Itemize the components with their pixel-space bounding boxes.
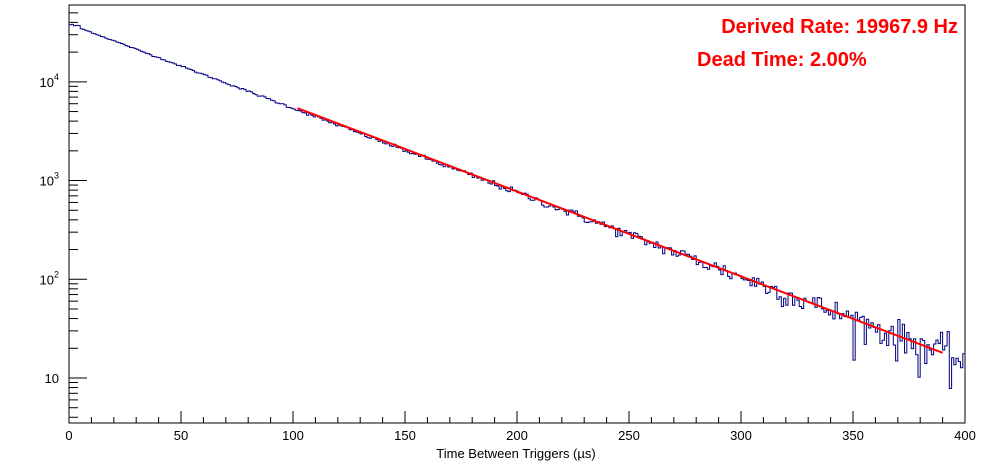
x-tick-label: 100 <box>282 428 304 443</box>
x-axis-tick-labels: 0 50 100 150 200 250 300 350 400 <box>65 428 975 443</box>
derived-rate-annotation: Derived Rate: 19967.9 Hz <box>721 16 958 38</box>
x-axis-ticks <box>68 411 966 423</box>
x-tick-label: 50 <box>174 428 188 443</box>
y-tick-label: 103 <box>40 171 59 189</box>
y-axis-ticks <box>69 4 87 418</box>
x-tick-label: 150 <box>394 428 416 443</box>
x-tick-label: 400 <box>954 428 976 443</box>
histogram-series <box>69 23 965 389</box>
x-tick-label: 350 <box>842 428 864 443</box>
x-tick-label: 300 <box>730 428 752 443</box>
y-tick-label: 102 <box>40 269 59 287</box>
y-tick-label: 104 <box>40 72 59 90</box>
fit-line-series <box>297 107 943 354</box>
dead-time-annotation: Dead Time: 2.00% <box>697 49 867 71</box>
x-tick-label: 200 <box>506 428 528 443</box>
x-axis-title: Time Between Triggers (µs) <box>436 446 595 461</box>
y-tick-label: 10 <box>45 371 59 386</box>
x-tick-label: 250 <box>618 428 640 443</box>
y-axis-tick-labels: 10 102 103 104 <box>40 72 59 386</box>
x-tick-label: 0 <box>65 428 72 443</box>
